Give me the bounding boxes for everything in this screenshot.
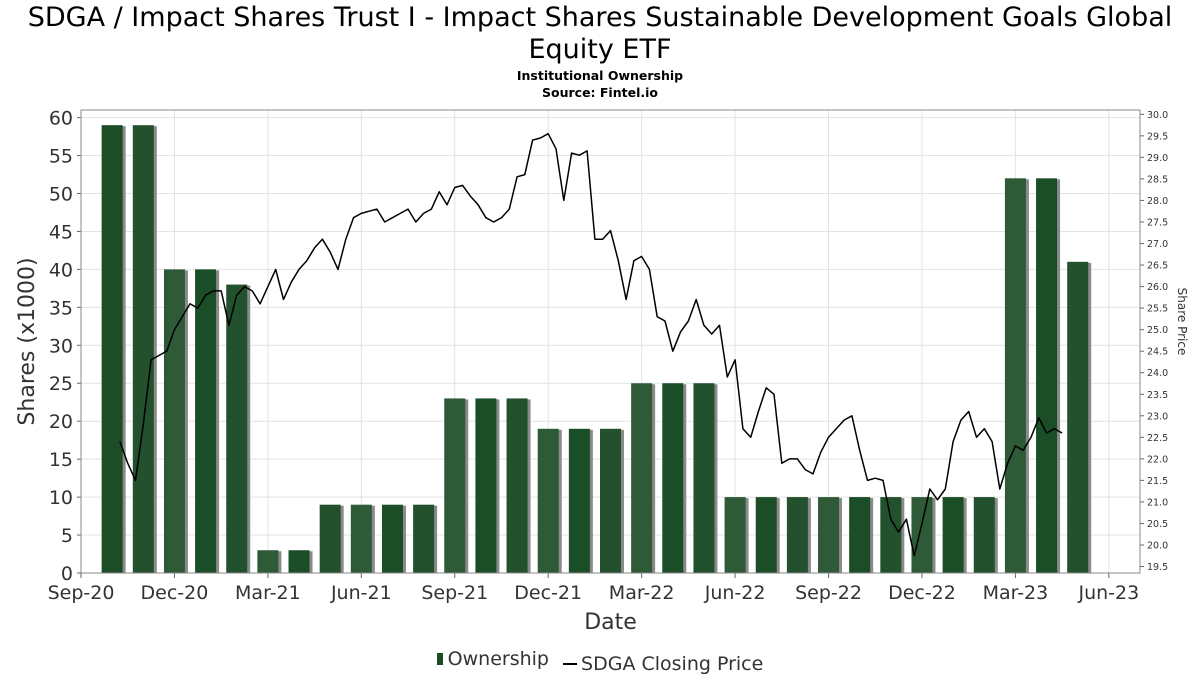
bar bbox=[226, 284, 248, 573]
x-tick-label: Mar-23 bbox=[983, 582, 1049, 604]
y2-tick-label: 26.0 bbox=[1147, 282, 1168, 293]
y2-tick-label: 26.5 bbox=[1147, 261, 1168, 272]
bar bbox=[973, 497, 995, 573]
x-tick-label: Sep-21 bbox=[421, 582, 488, 604]
y2-tick-label: 23.5 bbox=[1147, 390, 1168, 401]
y-tick-label: 10 bbox=[49, 487, 73, 509]
x-tick-label: Sep-20 bbox=[48, 582, 115, 604]
y-tick-label: 55 bbox=[49, 146, 73, 168]
y-tick-label: 5 bbox=[61, 525, 73, 547]
y2-tick-label: 24.5 bbox=[1147, 347, 1168, 358]
chart-subtitle: Institutional Ownership bbox=[516, 68, 684, 83]
bar bbox=[631, 383, 653, 573]
bar bbox=[506, 398, 528, 573]
y2-tick-label: 30.0 bbox=[1147, 110, 1168, 121]
y-tick-label: 45 bbox=[49, 221, 73, 243]
y2-tick-label: 20.0 bbox=[1147, 541, 1168, 552]
bar bbox=[693, 383, 715, 573]
y-axis-label: Shares (x1000) bbox=[15, 257, 40, 425]
y2-tick-label: 29.5 bbox=[1147, 131, 1168, 142]
bar bbox=[818, 497, 840, 573]
y-tick-label: 30 bbox=[49, 335, 73, 357]
bar bbox=[880, 497, 902, 573]
x-tick-label: Jun-21 bbox=[330, 582, 392, 604]
legend-label-ownership: Ownership bbox=[447, 648, 549, 670]
legend-label-price: SDGA Closing Price bbox=[581, 653, 764, 675]
bar bbox=[381, 504, 403, 573]
bar bbox=[849, 497, 871, 573]
y2-tick-label: 29.0 bbox=[1147, 153, 1168, 164]
y-tick-label: 35 bbox=[49, 297, 73, 319]
legend-swatch-price bbox=[563, 663, 578, 665]
x-tick-label: Mar-22 bbox=[609, 582, 675, 604]
y-tick-label: 40 bbox=[49, 259, 73, 281]
y-tick-label: 15 bbox=[49, 449, 73, 471]
bar bbox=[786, 497, 808, 573]
bar bbox=[600, 428, 621, 573]
bar bbox=[662, 383, 684, 573]
x-tick-label: Mar-21 bbox=[235, 582, 301, 604]
bar bbox=[755, 497, 777, 573]
plot-frame bbox=[80, 109, 1141, 574]
price-line bbox=[119, 132, 1063, 557]
y2-tick-label: 27.0 bbox=[1147, 239, 1168, 250]
legend-item-ownership: Ownership bbox=[436, 648, 549, 670]
y2-tick-label: 24.0 bbox=[1147, 368, 1168, 379]
bar bbox=[568, 428, 590, 573]
bar bbox=[1004, 178, 1026, 574]
y2-tick-label: 28.0 bbox=[1147, 196, 1168, 207]
x-tick-label: Dec-20 bbox=[141, 582, 209, 604]
legend-item-price: SDGA Closing Price bbox=[563, 653, 763, 675]
bar bbox=[724, 497, 746, 573]
bar bbox=[444, 398, 466, 573]
y2-tick-label: 25.5 bbox=[1147, 304, 1168, 315]
x-tick-label: Jun-23 bbox=[1077, 582, 1139, 604]
y-tick-label: 60 bbox=[49, 108, 73, 130]
x-tick-label: Dec-22 bbox=[888, 582, 956, 604]
y2-tick-label: 22.5 bbox=[1147, 433, 1168, 444]
chart-source: Source: Fintel.io bbox=[542, 85, 658, 100]
y2-tick-label: 25.0 bbox=[1147, 325, 1168, 336]
bar bbox=[132, 125, 154, 573]
bar bbox=[101, 125, 123, 573]
bar bbox=[163, 269, 185, 573]
y2-tick-label: 20.5 bbox=[1147, 519, 1168, 530]
bar bbox=[1036, 178, 1058, 574]
y2-tick-label: 22.0 bbox=[1147, 454, 1168, 465]
y2-tick-label: 21.0 bbox=[1147, 497, 1168, 508]
legend-swatch-ownership bbox=[436, 653, 443, 665]
bar bbox=[911, 497, 933, 573]
y2-tick-label: 19.5 bbox=[1147, 562, 1168, 573]
legend: Ownership SDGA Closing Price bbox=[0, 648, 1200, 675]
chart-title: SDGA / Impact Shares Trust I - Impact Sh… bbox=[27, 2, 1173, 65]
y2-tick-label: 21.5 bbox=[1147, 476, 1168, 487]
bar bbox=[537, 428, 559, 573]
bar bbox=[195, 269, 217, 573]
y2-axis-label: Share Price bbox=[1175, 288, 1189, 356]
y2-tick-label: 27.5 bbox=[1147, 217, 1168, 228]
bar bbox=[257, 550, 279, 573]
x-axis-label: Date bbox=[584, 610, 637, 635]
bar bbox=[475, 398, 497, 573]
y2-tick-label: 28.5 bbox=[1147, 174, 1168, 185]
bar bbox=[350, 504, 372, 573]
bar bbox=[319, 504, 341, 573]
x-tick-label: Sep-22 bbox=[795, 582, 862, 604]
y-tick-label: 25 bbox=[49, 373, 73, 395]
bar bbox=[288, 550, 310, 573]
y-tick-label: 20 bbox=[49, 411, 73, 433]
bar bbox=[942, 497, 964, 573]
x-tick-label: Dec-21 bbox=[514, 582, 582, 604]
y2-tick-label: 23.0 bbox=[1147, 411, 1168, 422]
y-tick-label: 50 bbox=[49, 183, 73, 205]
bar bbox=[1067, 261, 1089, 573]
x-tick-label: Jun-22 bbox=[704, 582, 766, 604]
bar bbox=[413, 504, 435, 573]
y-tick-label: 0 bbox=[61, 563, 73, 585]
